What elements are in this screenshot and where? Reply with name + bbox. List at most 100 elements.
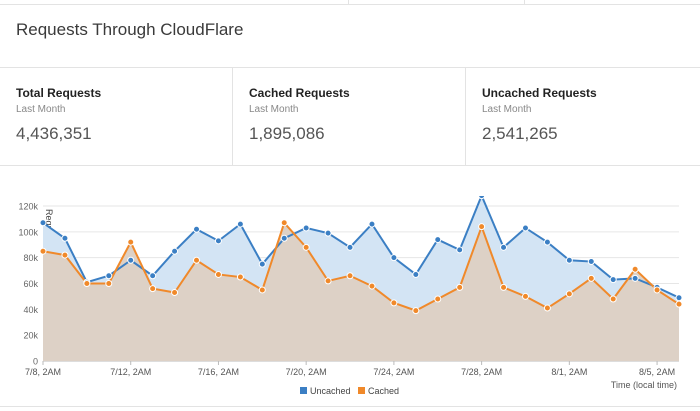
stat-value: 1,895,086 (249, 124, 325, 143)
y-tick-label: 40k (23, 305, 38, 315)
x-tick-label: 8/5, 2AM (639, 367, 675, 377)
uncached-point (236, 220, 244, 228)
uncached-point (565, 256, 573, 264)
uncached-point (631, 274, 639, 282)
stat-period: Last Month (249, 104, 299, 115)
cached-point (412, 307, 420, 315)
legend-swatch-cached (358, 387, 365, 394)
x-tick-label: 7/16, 2AM (198, 367, 239, 377)
cached-point (324, 277, 332, 285)
cached-point (478, 223, 486, 231)
uncached-point (346, 243, 354, 251)
cached-point (236, 273, 244, 281)
uncached-point (521, 224, 529, 232)
uncached-point (127, 256, 135, 264)
uncached-point (302, 224, 310, 232)
cached-point (631, 265, 639, 273)
cached-point (127, 238, 135, 246)
uncached-point (193, 225, 201, 233)
x-tick-label: 7/20, 2AM (286, 367, 327, 377)
cached-point (39, 247, 47, 255)
cached-point (280, 219, 288, 227)
cached-point (302, 243, 310, 251)
cached-point (434, 295, 442, 303)
uncached-point (149, 272, 157, 280)
legend-label-uncached: Uncached (310, 386, 351, 396)
cached-point (587, 274, 595, 282)
cached-point (368, 282, 376, 290)
uncached-point (675, 294, 683, 302)
x-tick-label: 7/12, 2AM (110, 367, 151, 377)
uncached-point (258, 260, 266, 268)
cached-point (653, 286, 661, 294)
cached-point (193, 256, 201, 264)
uncached-point (39, 219, 47, 227)
x-axis-label: Time (local time) (611, 380, 677, 390)
uncached-series-line (42, 193, 680, 299)
uncached-point (500, 243, 508, 251)
stat-value: 2,541,265 (482, 124, 558, 143)
top-tab-strip (0, 0, 700, 5)
cached-point (456, 283, 464, 291)
uncached-point (543, 238, 551, 246)
uncached-point (171, 247, 179, 255)
cached-point (609, 295, 617, 303)
y-tick-label: 60k (23, 279, 38, 289)
cached-point (214, 270, 222, 278)
uncached-point (280, 234, 288, 242)
cached-series-line (42, 220, 680, 312)
panel-header: Requests Through CloudFlare (0, 5, 700, 68)
x-tick-label: 8/1, 2AM (551, 367, 587, 377)
cached-point (521, 292, 529, 300)
stat-total-requests: Total Requests Last Month 4,436,351 (0, 68, 233, 165)
stat-label: Cached Requests (249, 86, 350, 100)
cached-point (346, 272, 354, 280)
uncached-point (61, 234, 69, 242)
uncached-point (214, 237, 222, 245)
uncached-point (456, 246, 464, 254)
cached-point (565, 290, 573, 298)
cached-point (105, 280, 113, 287)
cached-point (390, 299, 398, 307)
y-tick-label: 20k (23, 331, 38, 341)
uncached-point (368, 220, 376, 228)
uncached-point (434, 236, 442, 244)
y-tick-label: 120k (18, 202, 38, 212)
uncached-point (324, 229, 332, 237)
uncached-point (609, 276, 617, 284)
cached-point (171, 289, 179, 297)
cached-point (149, 285, 157, 293)
uncached-point (390, 254, 398, 262)
divider (0, 406, 700, 407)
cached-point (500, 283, 508, 291)
y-tick-label: 0 (33, 357, 38, 367)
uncached-point (587, 258, 595, 266)
cached-point (61, 251, 69, 259)
cached-area (43, 222, 679, 361)
legend-label-cached: Cached (368, 386, 399, 396)
page-title: Requests Through CloudFlare (16, 20, 244, 39)
y-tick-label: 80k (23, 253, 38, 263)
x-tick-label: 7/24, 2AM (373, 367, 414, 377)
tab-divider (348, 0, 349, 4)
stat-uncached-requests: Uncached Requests Last Month 2,541,265 (466, 68, 700, 165)
stat-label: Uncached Requests (482, 86, 597, 100)
legend-swatch-uncached (300, 387, 307, 394)
cached-point (83, 280, 91, 287)
stat-label: Total Requests (16, 86, 102, 100)
requests-chart-svg: 020k40k60k80k100k120kRequests7/8, 2AM7/1… (18, 192, 683, 396)
stat-period: Last Month (482, 104, 532, 115)
requests-chart: 020k40k60k80k100k120kRequests7/8, 2AM7/1… (0, 192, 700, 406)
stat-cached-requests: Cached Requests Last Month 1,895,086 (233, 68, 466, 165)
cached-point (258, 286, 266, 294)
x-tick-label: 7/28, 2AM (461, 367, 502, 377)
x-tick-label: 7/8, 2AM (25, 367, 61, 377)
tab-divider (524, 0, 525, 4)
stats-row: Total Requests Last Month 4,436,351 Cach… (0, 68, 700, 166)
cached-point (675, 300, 683, 308)
stat-value: 4,436,351 (16, 124, 92, 143)
uncached-point (412, 270, 420, 278)
uncached-point (105, 272, 113, 280)
y-tick-label: 100k (18, 227, 38, 237)
stat-period: Last Month (16, 104, 66, 115)
